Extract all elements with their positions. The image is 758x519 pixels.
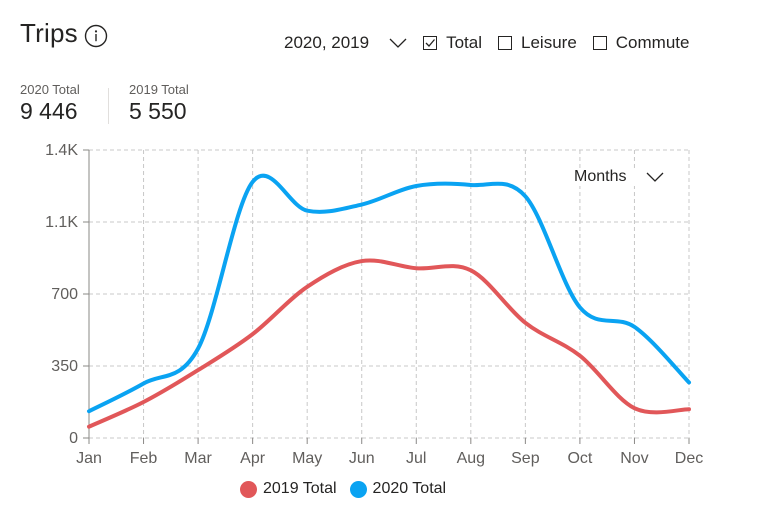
legend-item-2020[interactable]: 2020 Total (349, 480, 447, 498)
y-tick-label: 700 (51, 286, 78, 303)
kpi-value: 5 550 (129, 98, 187, 124)
data-point-2020-aug (468, 182, 474, 188)
data-point-2020-apr (250, 179, 256, 185)
x-tick-label: Jul (406, 450, 426, 467)
data-point-2019-jul (413, 265, 419, 271)
x-tick-label: Mar (184, 450, 212, 467)
chevron-down-icon (647, 172, 664, 182)
checkbox-leisure-label: Leisure (521, 33, 577, 52)
series-line-2019 (87, 258, 691, 429)
data-point-2019-oct (577, 353, 583, 359)
legend-marker-2020 (349, 480, 367, 498)
kpi-value: 9 446 (20, 98, 78, 124)
kpi-label: 2019 Total (129, 82, 189, 97)
x-tick-label: Dec (675, 450, 703, 467)
x-tick-label: Oct (567, 450, 592, 467)
x-tick-label: Jan (76, 450, 102, 467)
checkbox-total-box[interactable] (423, 36, 438, 50)
data-point-2020-may (304, 208, 310, 214)
y-tick-label: 1.4K (45, 142, 78, 159)
legend-label-2020: 2020 Total (372, 480, 447, 497)
kpi-divider (108, 88, 109, 124)
data-point-2019-apr (250, 331, 256, 337)
data-point-2019-jan (86, 424, 92, 430)
checkbox-total[interactable]: Total (423, 33, 482, 53)
x-tick-label: Aug (457, 450, 485, 467)
x-tick-label: Apr (240, 450, 266, 467)
data-point-2020-jun (359, 202, 365, 208)
data-point-2019-sep (522, 320, 528, 326)
checkbox-leisure-box[interactable] (498, 36, 513, 50)
x-tick-label: Sep (511, 450, 540, 467)
y-tick-label: 1.1K (45, 214, 78, 231)
checkbox-total-label: Total (446, 33, 483, 52)
x-tick-label: Jun (349, 450, 375, 467)
checkbox-commute-label: Commute (615, 33, 690, 52)
x-tick-label: May (292, 450, 322, 467)
info-icon[interactable] (84, 24, 108, 48)
visual-title: Trips (20, 18, 78, 48)
data-point-2020-jan (86, 408, 92, 414)
checkbox-commute[interactable]: Commute (592, 33, 690, 53)
data-point-2019-may (304, 284, 310, 290)
legend-item-2019[interactable]: 2019 Total (240, 480, 337, 498)
data-point-2020-feb (141, 380, 147, 386)
checkbox-commute-box[interactable] (592, 36, 607, 50)
x-tick-label: Feb (130, 450, 158, 467)
y-tick-label: 350 (51, 358, 78, 375)
kpi-2019-total: 2019 Total 5 550 (129, 82, 189, 125)
checkmark-icon (425, 39, 436, 47)
chart-legend: 2019 Total 2020 Total (240, 480, 459, 498)
year-dropdown[interactable]: 2020, 2019 (284, 33, 407, 53)
series-line-2020 (87, 173, 691, 414)
data-point-2019-nov (631, 405, 637, 411)
data-point-2020-sep (522, 193, 528, 199)
data-point-2020-oct (577, 304, 583, 310)
granularity-dropdown[interactable]: Months (574, 168, 665, 186)
data-point-2019-jun (359, 258, 365, 264)
y-tick-label: 0 (69, 430, 78, 447)
granularity-dropdown-value: Months (574, 168, 627, 185)
data-point-2020-mar (195, 346, 201, 352)
kpi-2020-total: 2020 Total 9 446 (20, 82, 80, 125)
data-point-2019-mar (195, 367, 201, 373)
legend-marker-2019 (240, 480, 257, 498)
data-point-2020-nov (631, 324, 637, 330)
data-point-2020-dec (686, 379, 692, 385)
data-point-2020-jul (413, 183, 419, 189)
data-point-2019-aug (468, 267, 474, 273)
x-tick-label: Nov (620, 450, 648, 467)
kpi-label: 2020 Total (20, 82, 80, 97)
data-point-2019-feb (141, 399, 147, 405)
chevron-down-icon (389, 38, 407, 48)
data-point-2019-dec (686, 406, 692, 412)
filter-bar: 2020, 2019 Total Leisure Commute (284, 30, 689, 56)
legend-label-2019: 2019 Total (263, 480, 337, 497)
year-dropdown-value: 2020, 2019 (284, 33, 370, 52)
checkbox-leisure[interactable]: Leisure (498, 33, 577, 53)
